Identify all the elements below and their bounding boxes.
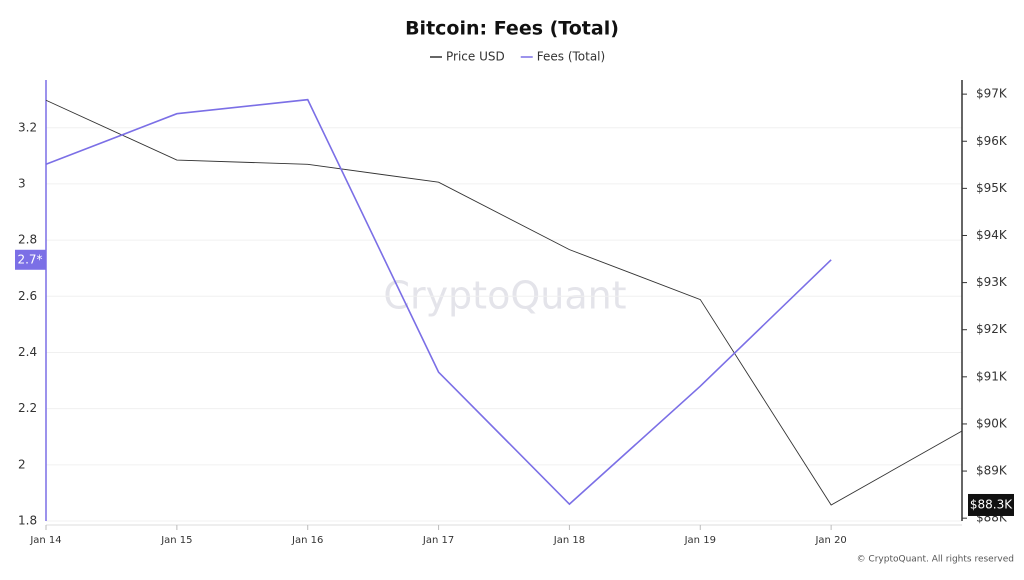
copyright: © CryptoQuant. All rights reserved: [857, 555, 1014, 565]
y2-tick-label: $97K: [976, 87, 1008, 101]
y-tick-label: 2.4: [18, 345, 37, 359]
series-line: [45, 98, 832, 506]
y2-tick-label: $95K: [976, 181, 1008, 195]
legend-label: Fees (Total): [537, 50, 605, 64]
x-tick-label: Jan 19: [684, 535, 716, 546]
chart-title: Bitcoin: Fees (Total): [405, 18, 619, 40]
x-tick-label: Jan 15: [160, 535, 192, 546]
value-label-box: [15, 249, 46, 270]
y2-tick-label: $92K: [976, 322, 1008, 336]
x-tick-label: Jan 14: [29, 535, 61, 546]
watermark: CryptoQuant: [383, 274, 626, 318]
legend-label: Price USD: [446, 50, 505, 64]
y2-tick-label: $96K: [976, 134, 1008, 148]
y-tick-label: 2.8: [18, 233, 37, 247]
series-line: [45, 99, 963, 506]
y2-tick-label: $90K: [976, 416, 1008, 430]
y-tick-label: 2.2: [18, 401, 37, 415]
y2-tick-label: $91K: [976, 369, 1008, 383]
y-tick-label: 2: [18, 457, 26, 471]
x-tick-label: Jan 16: [291, 535, 323, 546]
y-tick-label: 1.8: [18, 514, 37, 528]
y2-tick-label: $94K: [976, 228, 1008, 242]
value-label: $88.3K: [970, 497, 1013, 511]
y-tick-label: 2.6: [18, 289, 37, 303]
y-tick-label: 3: [18, 176, 26, 190]
y-tick-label: 3.2: [18, 120, 37, 134]
y2-tick-label: $89K: [976, 464, 1008, 478]
y2-tick-label: $93K: [976, 275, 1008, 289]
x-tick-label: Jan 17: [422, 535, 454, 546]
x-tick-label: Jan 20: [814, 535, 846, 546]
value-label: 2.7*: [17, 252, 42, 266]
value-label-box: [968, 493, 1014, 516]
x-tick-label: Jan 18: [553, 535, 585, 546]
